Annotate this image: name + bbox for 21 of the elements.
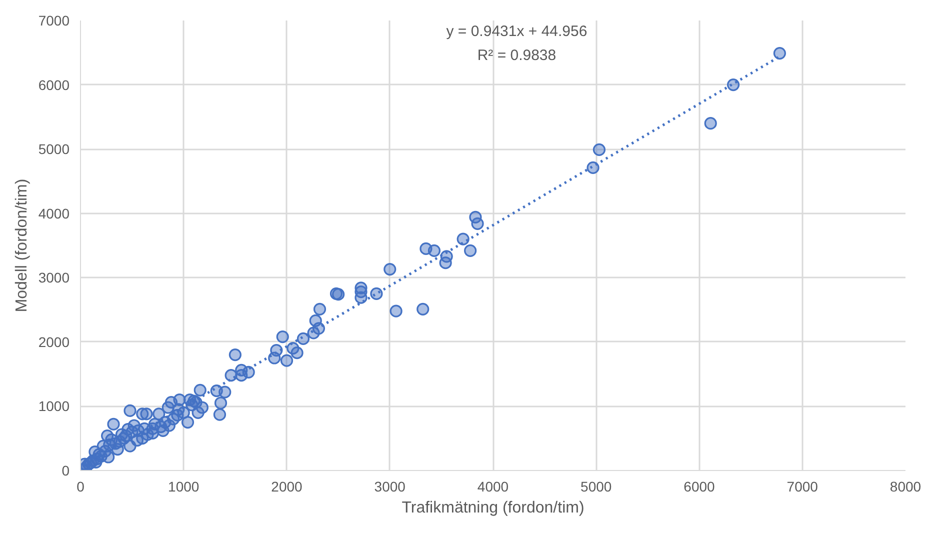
y-tick-label: 0 <box>62 462 70 478</box>
annotation: y = 0.9431x + 44.956 <box>446 22 588 40</box>
x-tick-label: 2000 <box>271 478 303 494</box>
y-tick-label: 1000 <box>38 398 70 414</box>
y-tick-label: 3000 <box>38 270 70 286</box>
annotation: R² = 0.9838 <box>477 47 556 64</box>
x-axis-title: Trafikmätning (fordon/tim) <box>402 500 584 516</box>
x-tick-label: 6000 <box>684 478 716 494</box>
y-tick-label: 6000 <box>38 76 70 93</box>
x-tick-label: 1000 <box>168 478 200 494</box>
x-tick-label: 7000 <box>786 478 818 494</box>
y-axis-title: Modell (fordon/tim) <box>13 178 30 312</box>
x-tick-label: 4000 <box>477 478 509 494</box>
x-tick-label: 8000 <box>890 478 922 494</box>
x-tick-label: 3000 <box>374 478 406 494</box>
x-tick-label: 0 <box>76 478 85 494</box>
y-tick-label: 5000 <box>38 141 70 158</box>
y-tick-label: 4000 <box>38 205 70 222</box>
y-tick-label: 2000 <box>38 334 70 350</box>
x-tick-label: 5000 <box>580 478 612 494</box>
y-tick-label: 7000 <box>38 12 70 28</box>
